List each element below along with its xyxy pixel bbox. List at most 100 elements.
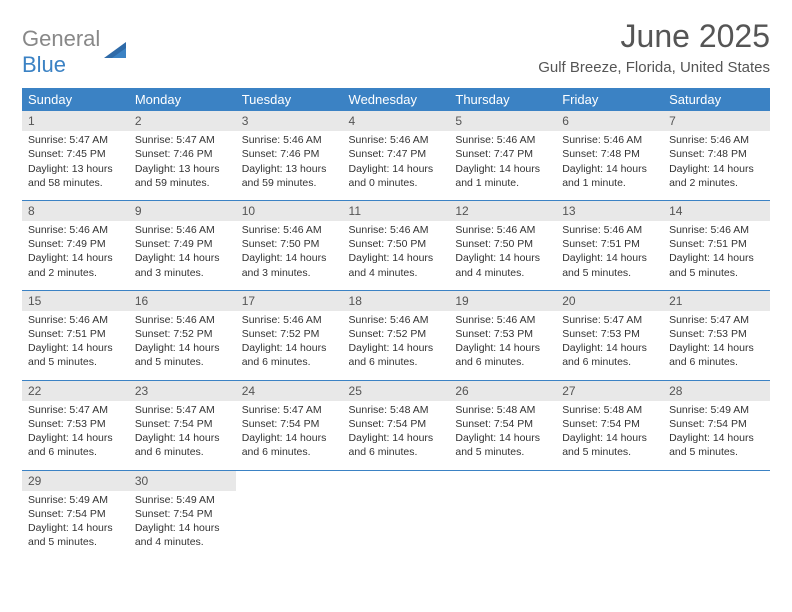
calendar-day-cell: 2Sunrise: 5:47 AMSunset: 7:46 PMDaylight… (129, 111, 236, 200)
col-tuesday: Tuesday (236, 88, 343, 111)
sunrise-text: Sunrise: 5:46 AM (455, 223, 550, 237)
calendar-day-cell: 24Sunrise: 5:47 AMSunset: 7:54 PMDayligh… (236, 380, 343, 470)
daylight-text: Daylight: 14 hours and 5 minutes. (562, 431, 657, 459)
day-number: 20 (556, 291, 663, 311)
day-body: Sunrise: 5:46 AMSunset: 7:47 PMDaylight:… (449, 131, 556, 200)
calendar-day-cell: 14Sunrise: 5:46 AMSunset: 7:51 PMDayligh… (663, 200, 770, 290)
sunrise-text: Sunrise: 5:46 AM (28, 313, 123, 327)
calendar-week-row: 29Sunrise: 5:49 AMSunset: 7:54 PMDayligh… (22, 470, 770, 559)
calendar-day-cell: 21Sunrise: 5:47 AMSunset: 7:53 PMDayligh… (663, 290, 770, 380)
daylight-text: Daylight: 14 hours and 6 minutes. (28, 431, 123, 459)
day-body: Sunrise: 5:48 AMSunset: 7:54 PMDaylight:… (343, 401, 450, 470)
calendar-week-row: 22Sunrise: 5:47 AMSunset: 7:53 PMDayligh… (22, 380, 770, 470)
day-number: 4 (343, 111, 450, 131)
day-number: 6 (556, 111, 663, 131)
day-body: Sunrise: 5:46 AMSunset: 7:48 PMDaylight:… (663, 131, 770, 200)
sunset-text: Sunset: 7:49 PM (135, 237, 230, 251)
daylight-text: Daylight: 14 hours and 3 minutes. (135, 251, 230, 279)
sunset-text: Sunset: 7:48 PM (669, 147, 764, 161)
day-body: Sunrise: 5:47 AMSunset: 7:53 PMDaylight:… (663, 311, 770, 380)
logo-word-1: General (22, 26, 100, 51)
sunrise-text: Sunrise: 5:46 AM (669, 223, 764, 237)
daylight-text: Daylight: 14 hours and 6 minutes. (242, 341, 337, 369)
day-body: Sunrise: 5:46 AMSunset: 7:49 PMDaylight:… (22, 221, 129, 290)
sunrise-text: Sunrise: 5:49 AM (28, 493, 123, 507)
sunrise-text: Sunrise: 5:49 AM (669, 403, 764, 417)
month-title: June 2025 (538, 18, 770, 55)
col-monday: Monday (129, 88, 236, 111)
calendar-week-row: 15Sunrise: 5:46 AMSunset: 7:51 PMDayligh… (22, 290, 770, 380)
sunrise-text: Sunrise: 5:48 AM (349, 403, 444, 417)
sunrise-text: Sunrise: 5:46 AM (562, 133, 657, 147)
day-number: 30 (129, 471, 236, 491)
sunset-text: Sunset: 7:51 PM (28, 327, 123, 341)
day-body: Sunrise: 5:48 AMSunset: 7:54 PMDaylight:… (556, 401, 663, 470)
calendar-day-cell: 28Sunrise: 5:49 AMSunset: 7:54 PMDayligh… (663, 380, 770, 470)
daylight-text: Daylight: 14 hours and 5 minutes. (562, 251, 657, 279)
calendar-day-cell: 19Sunrise: 5:46 AMSunset: 7:53 PMDayligh… (449, 290, 556, 380)
day-number: 23 (129, 381, 236, 401)
header: General Blue June 2025 Gulf Breeze, Flor… (22, 18, 770, 78)
daylight-text: Daylight: 14 hours and 2 minutes. (669, 162, 764, 190)
day-number: 9 (129, 201, 236, 221)
sunrise-text: Sunrise: 5:46 AM (135, 223, 230, 237)
sunrise-text: Sunrise: 5:47 AM (135, 403, 230, 417)
day-body: Sunrise: 5:47 AMSunset: 7:54 PMDaylight:… (236, 401, 343, 470)
daylight-text: Daylight: 14 hours and 6 minutes. (349, 341, 444, 369)
calendar-day-cell (236, 470, 343, 559)
sunset-text: Sunset: 7:52 PM (349, 327, 444, 341)
sunset-text: Sunset: 7:47 PM (455, 147, 550, 161)
sunset-text: Sunset: 7:50 PM (455, 237, 550, 251)
day-body: Sunrise: 5:47 AMSunset: 7:46 PMDaylight:… (129, 131, 236, 200)
day-body: Sunrise: 5:49 AMSunset: 7:54 PMDaylight:… (129, 491, 236, 560)
sunrise-text: Sunrise: 5:46 AM (349, 133, 444, 147)
sunset-text: Sunset: 7:54 PM (28, 507, 123, 521)
col-thursday: Thursday (449, 88, 556, 111)
day-body: Sunrise: 5:46 AMSunset: 7:47 PMDaylight:… (343, 131, 450, 200)
day-number: 11 (343, 201, 450, 221)
sunset-text: Sunset: 7:47 PM (349, 147, 444, 161)
day-number: 19 (449, 291, 556, 311)
calendar-day-cell: 20Sunrise: 5:47 AMSunset: 7:53 PMDayligh… (556, 290, 663, 380)
daylight-text: Daylight: 14 hours and 5 minutes. (669, 251, 764, 279)
sunrise-text: Sunrise: 5:46 AM (242, 223, 337, 237)
calendar-day-cell (449, 470, 556, 559)
sunrise-text: Sunrise: 5:46 AM (135, 313, 230, 327)
calendar-week-row: 8Sunrise: 5:46 AMSunset: 7:49 PMDaylight… (22, 200, 770, 290)
sunset-text: Sunset: 7:53 PM (562, 327, 657, 341)
calendar-day-cell: 18Sunrise: 5:46 AMSunset: 7:52 PMDayligh… (343, 290, 450, 380)
day-body: Sunrise: 5:46 AMSunset: 7:52 PMDaylight:… (343, 311, 450, 380)
col-saturday: Saturday (663, 88, 770, 111)
day-number: 13 (556, 201, 663, 221)
sunset-text: Sunset: 7:54 PM (455, 417, 550, 431)
col-wednesday: Wednesday (343, 88, 450, 111)
daylight-text: Daylight: 14 hours and 1 minute. (455, 162, 550, 190)
daylight-text: Daylight: 13 hours and 59 minutes. (135, 162, 230, 190)
daylight-text: Daylight: 14 hours and 1 minute. (562, 162, 657, 190)
sunset-text: Sunset: 7:49 PM (28, 237, 123, 251)
sunset-text: Sunset: 7:54 PM (349, 417, 444, 431)
calendar-day-cell: 5Sunrise: 5:46 AMSunset: 7:47 PMDaylight… (449, 111, 556, 200)
day-number: 8 (22, 201, 129, 221)
daylight-text: Daylight: 13 hours and 58 minutes. (28, 162, 123, 190)
logo: General Blue (22, 18, 130, 78)
calendar-day-cell: 29Sunrise: 5:49 AMSunset: 7:54 PMDayligh… (22, 470, 129, 559)
day-number: 12 (449, 201, 556, 221)
sunset-text: Sunset: 7:50 PM (242, 237, 337, 251)
calendar-day-cell: 11Sunrise: 5:46 AMSunset: 7:50 PMDayligh… (343, 200, 450, 290)
sunrise-text: Sunrise: 5:47 AM (669, 313, 764, 327)
calendar-day-cell: 10Sunrise: 5:46 AMSunset: 7:50 PMDayligh… (236, 200, 343, 290)
sunrise-text: Sunrise: 5:46 AM (349, 313, 444, 327)
sunset-text: Sunset: 7:53 PM (669, 327, 764, 341)
logo-triangle-icon (104, 40, 130, 65)
calendar-day-cell: 8Sunrise: 5:46 AMSunset: 7:49 PMDaylight… (22, 200, 129, 290)
calendar-day-cell: 17Sunrise: 5:46 AMSunset: 7:52 PMDayligh… (236, 290, 343, 380)
sunset-text: Sunset: 7:52 PM (135, 327, 230, 341)
calendar-week-row: 1Sunrise: 5:47 AMSunset: 7:45 PMDaylight… (22, 111, 770, 200)
calendar-day-cell: 26Sunrise: 5:48 AMSunset: 7:54 PMDayligh… (449, 380, 556, 470)
daylight-text: Daylight: 14 hours and 5 minutes. (669, 431, 764, 459)
sunset-text: Sunset: 7:53 PM (455, 327, 550, 341)
daylight-text: Daylight: 14 hours and 6 minutes. (349, 431, 444, 459)
calendar-day-cell (556, 470, 663, 559)
calendar-day-cell: 1Sunrise: 5:47 AMSunset: 7:45 PMDaylight… (22, 111, 129, 200)
